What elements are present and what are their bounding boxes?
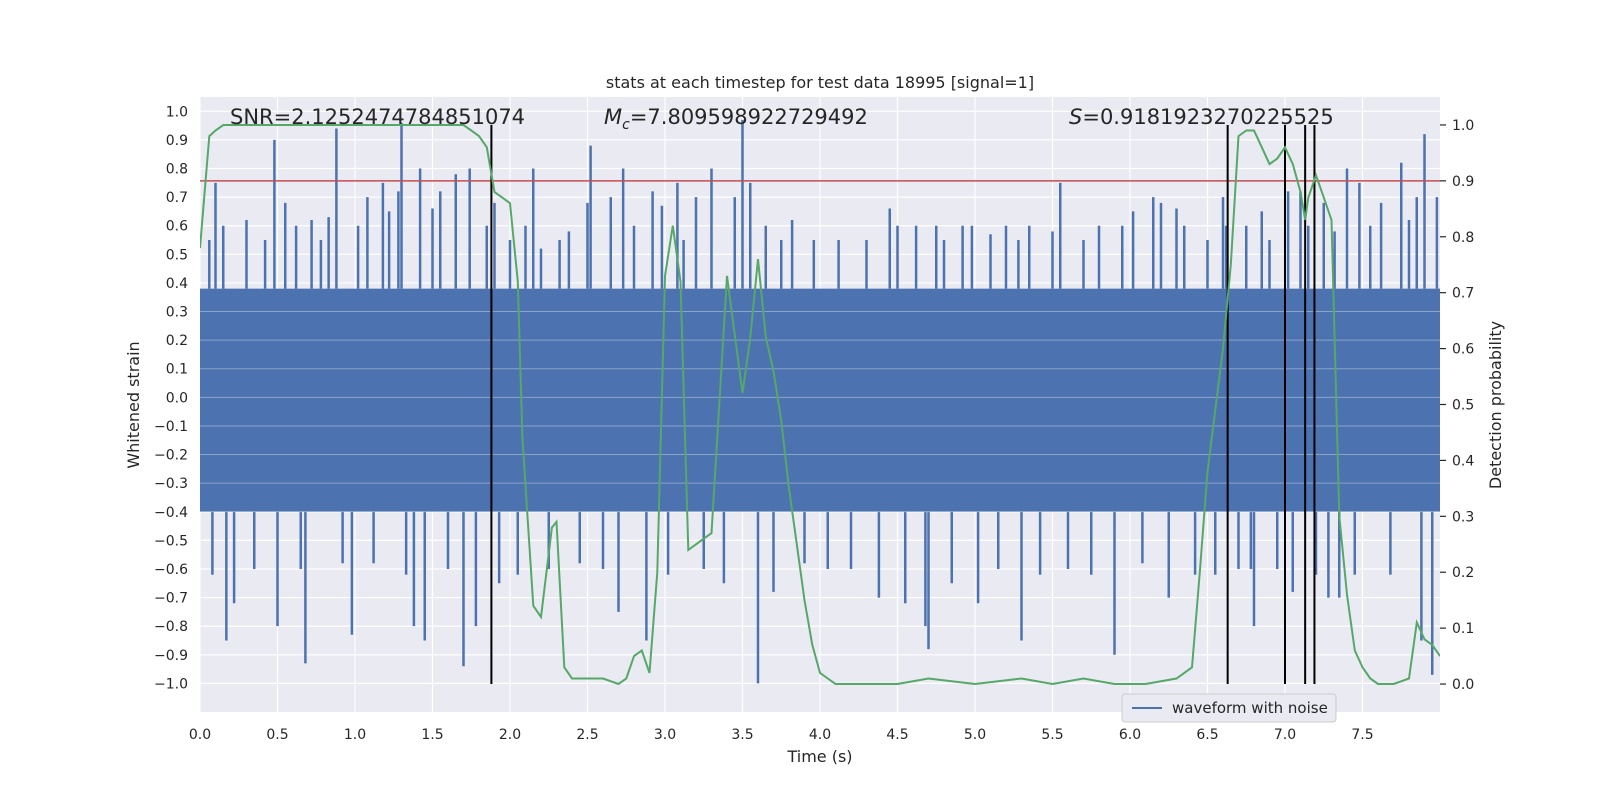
x-tick-label: 6.0 — [1119, 727, 1141, 743]
y-tick-label: −0.4 — [154, 505, 188, 521]
y2-tick-label: 0.8 — [1452, 230, 1474, 246]
y-tick-label: 0.5 — [166, 247, 188, 263]
x-tick-label: 4.5 — [886, 727, 908, 743]
y2-tick-label: 0.3 — [1452, 509, 1474, 525]
legend-label: waveform with noise — [1172, 699, 1328, 717]
x-axis-ticks: 0.0 0.5 1.0 1.5 2.0 2.5 3.0 3.5 4.0 4.5 5.0 5.5 6.0 6… — [189, 727, 1374, 743]
snr-annotation: SNR=2.1252474784851074 — [230, 105, 525, 129]
x-tick-label: 7.5 — [1351, 727, 1373, 743]
y-tick-label: 0.0 — [166, 390, 188, 406]
y-tick-label: −0.2 — [154, 448, 188, 464]
y-tick-label: −0.3 — [154, 476, 188, 492]
detection-probability-line — [200, 124, 1440, 686]
y-tick-label: 0.1 — [166, 362, 188, 378]
y-tick-label: −1.0 — [154, 676, 188, 692]
x-tick-label: 2.5 — [576, 727, 598, 743]
x-tick-label: 4.0 — [809, 727, 831, 743]
chart-title: stats at each timestep for test data 189… — [606, 73, 1034, 92]
x-tick-label: 0.5 — [266, 727, 288, 743]
s-annotation: S=0.9181923270225525 — [1069, 105, 1334, 129]
y-tick-label: 0.6 — [166, 219, 188, 235]
y2-tick-label: 0.2 — [1452, 565, 1474, 581]
s-symbol: S — [1069, 105, 1082, 129]
grid-overlay — [200, 311, 1440, 513]
x-axis-label: Time (s) — [786, 747, 852, 766]
waveform-spikes — [208, 119, 1439, 684]
y-tick-label: 0.9 — [166, 133, 188, 149]
s-value: =0.9181923270225525 — [1082, 105, 1333, 129]
y-tick-label: 0.3 — [166, 305, 188, 321]
x-tick-label: 1.5 — [421, 727, 443, 743]
x-tick-label: 6.5 — [1196, 727, 1218, 743]
left-axis-ticks: −1.0 −0.9 −0.8 −0.7 −0.6 −0.5 −0.4 −0.3 −0.2 −0.1… — [154, 104, 188, 692]
chirp-mass-annotation: Mc=7.809598922729492 — [604, 105, 868, 133]
y-tick-label: 1.0 — [166, 104, 188, 120]
legend: waveform with noise — [1121, 693, 1337, 723]
chirp-mass-symbol: M — [604, 105, 622, 129]
waveform-band — [200, 288, 1440, 512]
y-tick-label: −0.9 — [154, 648, 188, 664]
y-tick-label: 0.4 — [166, 276, 188, 292]
x-tick-label: 7.0 — [1274, 727, 1296, 743]
y2-tick-label: 0.0 — [1452, 677, 1474, 693]
y-tick-label: 0.8 — [166, 162, 188, 178]
y2-tick-label: 0.7 — [1452, 286, 1474, 302]
y2-tick-label: 0.5 — [1452, 398, 1474, 414]
y-tick-label: −0.1 — [154, 419, 188, 435]
y2-tick-label: 0.9 — [1452, 174, 1474, 190]
y-axis-label: Whitened strain — [124, 341, 143, 468]
x-tick-label: 3.0 — [654, 727, 676, 743]
y2-tick-label: 0.1 — [1452, 621, 1474, 637]
x-tick-label: 0.0 — [189, 727, 211, 743]
y-tick-label: −0.8 — [154, 619, 188, 635]
y-tick-label: −0.7 — [154, 591, 188, 607]
x-tick-label: 3.5 — [731, 727, 753, 743]
x-tick-label: 5.5 — [1041, 727, 1063, 743]
legend-box — [1121, 693, 1337, 723]
x-tick-label: 2.0 — [499, 727, 521, 743]
chirp-mass-value: =7.809598922729492 — [630, 105, 868, 129]
y-tick-label: 0.7 — [166, 190, 188, 206]
y-tick-label: 0.2 — [166, 333, 188, 349]
x-tick-label: 5.0 — [964, 727, 986, 743]
y2-tick-label: 0.6 — [1452, 342, 1474, 358]
chirp-mass-subscript: c — [622, 117, 630, 133]
x-tick-label: 1.0 — [344, 727, 366, 743]
y2-axis-label: Detection probability — [1486, 321, 1505, 489]
y-tick-label: −0.6 — [154, 562, 188, 578]
right-axis-ticks: 0.0 0.1 0.2 0.3 0.4 0.5 0.6 0.7 0.8 0.9 1.0 — [1440, 118, 1474, 693]
y2-tick-label: 0.4 — [1452, 453, 1474, 469]
y-tick-label: −0.5 — [154, 533, 188, 549]
y2-tick-label: 1.0 — [1452, 118, 1474, 134]
